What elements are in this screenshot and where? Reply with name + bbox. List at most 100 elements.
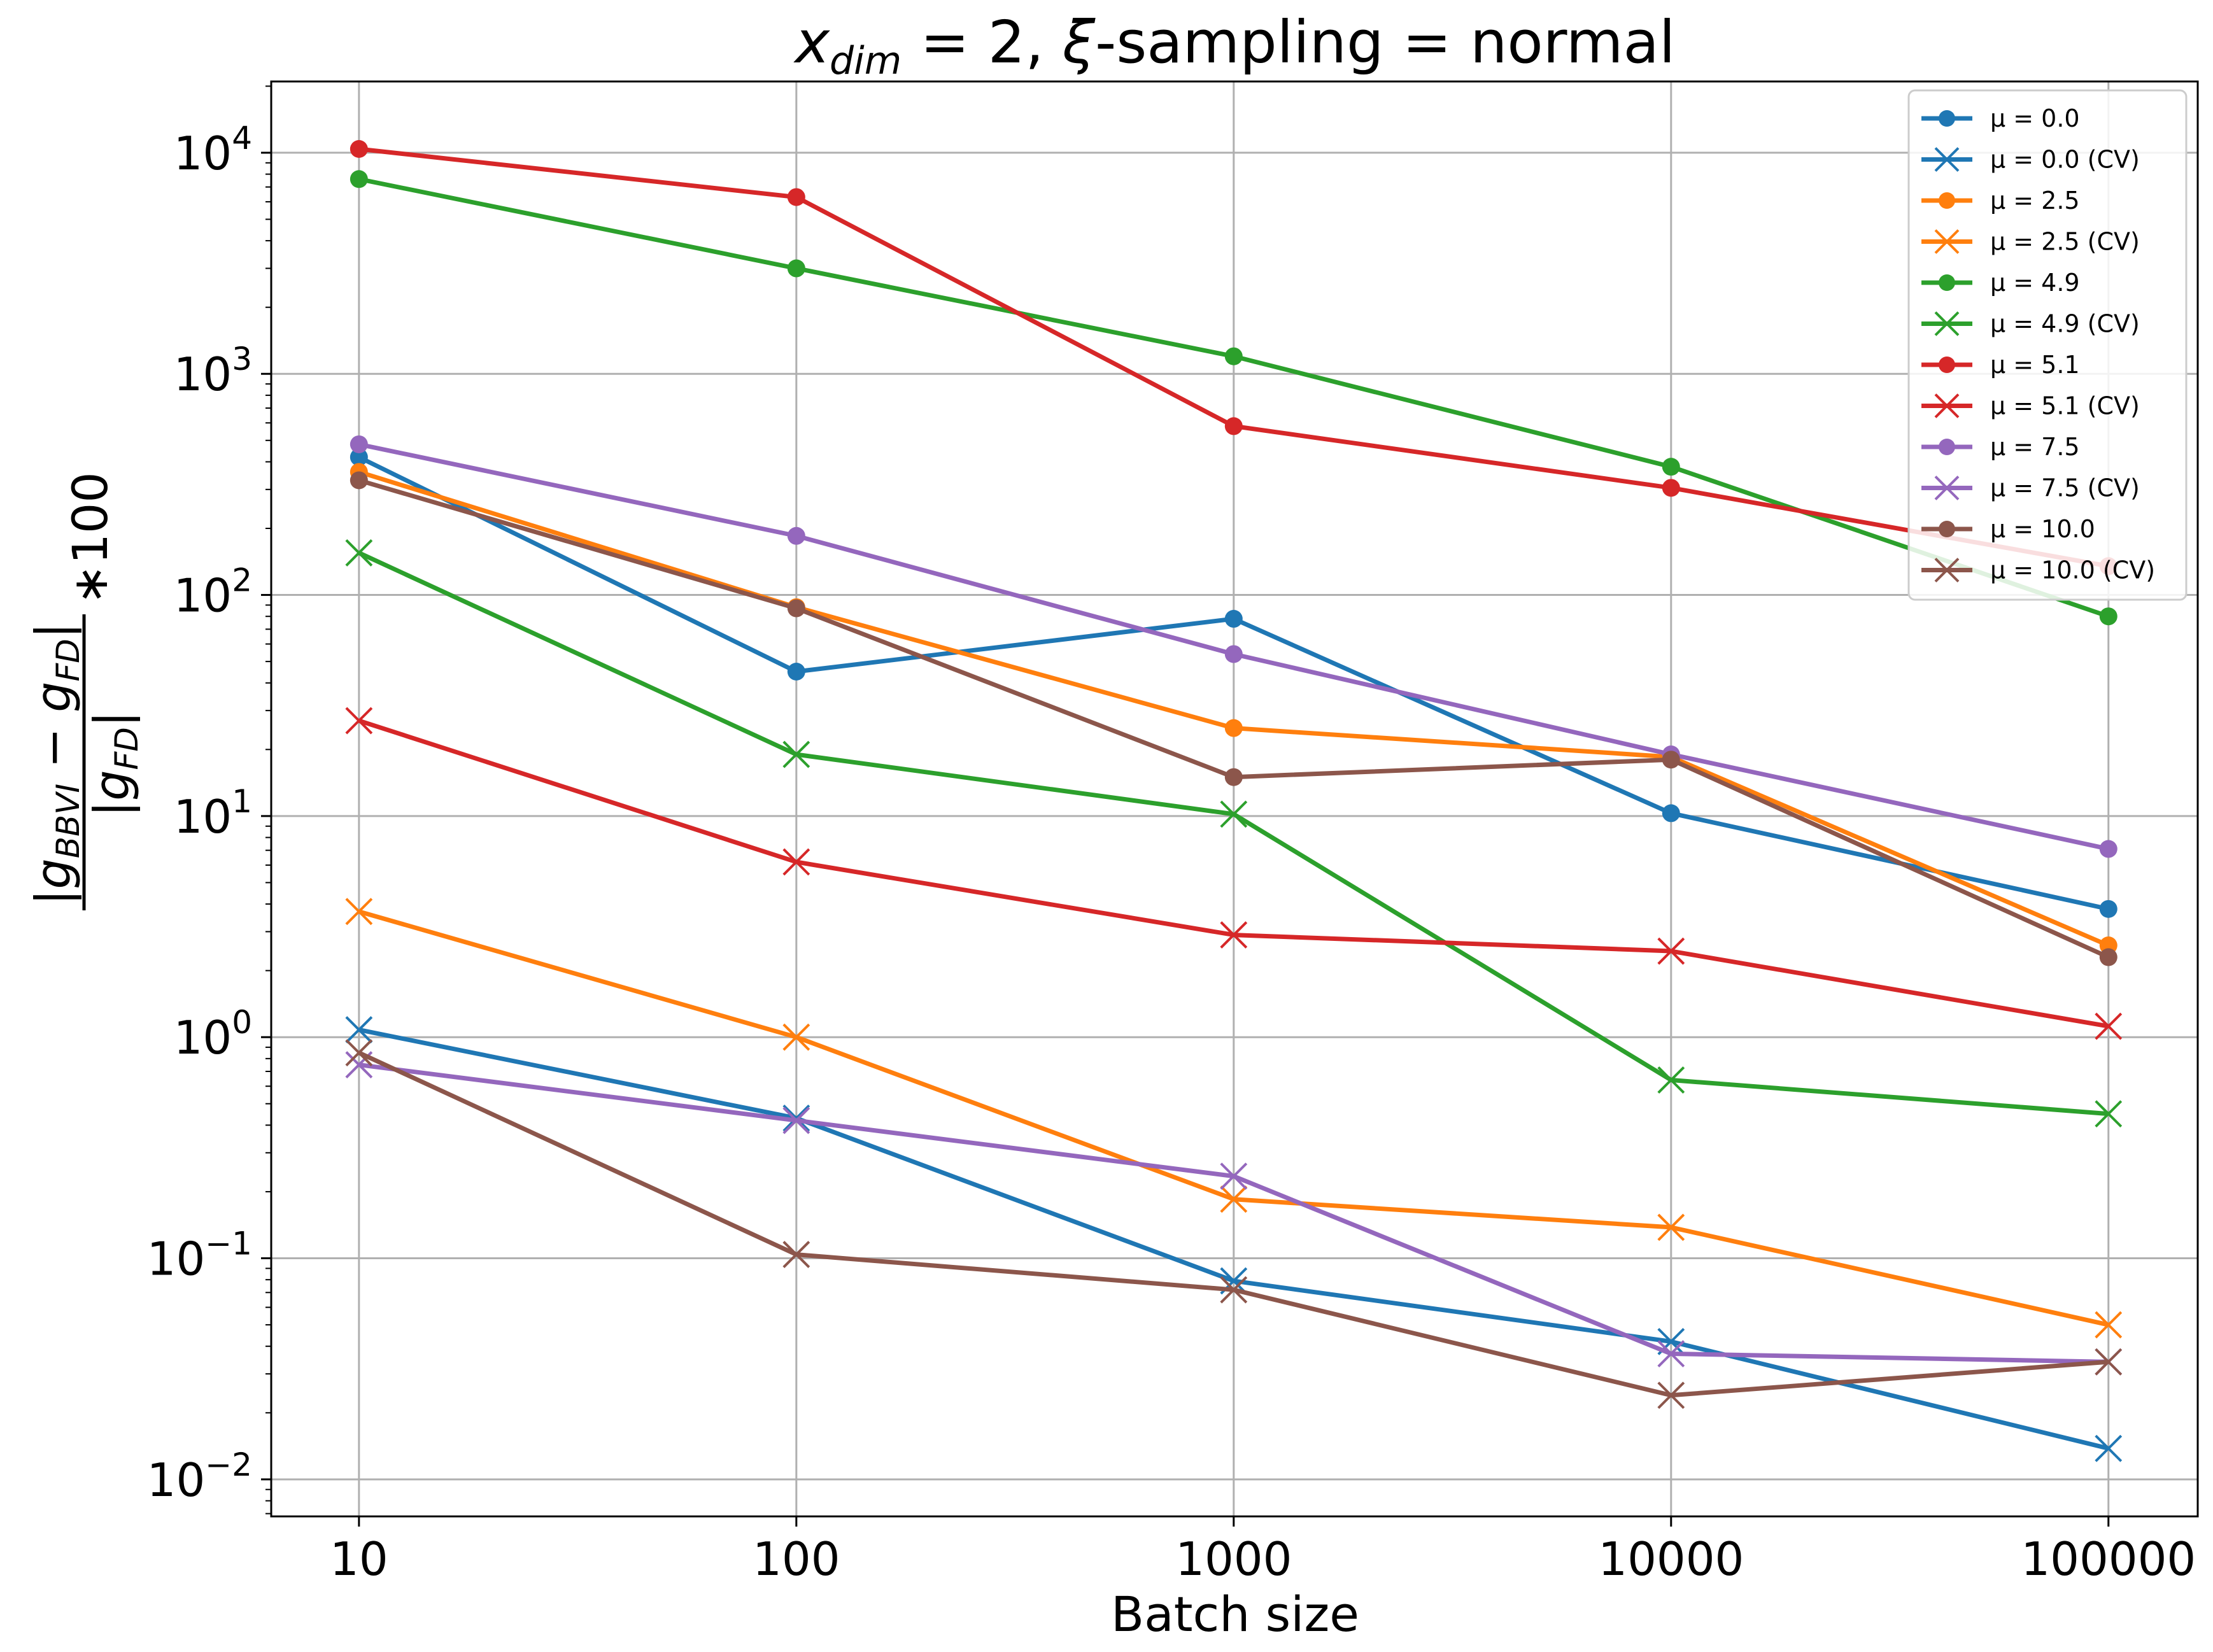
x-tick-label: 100000	[2021, 1532, 2196, 1586]
x-marker-stroke	[1934, 476, 1960, 500]
x-marker-stroke	[2095, 1348, 2123, 1376]
x-tick-label: 10	[330, 1532, 388, 1586]
x-marker	[1220, 800, 1248, 828]
circle-marker	[350, 471, 368, 490]
series-11	[345, 1039, 2123, 1409]
legend-x-marker	[1934, 229, 1960, 254]
circle-marker	[1224, 645, 1243, 663]
circle-marker	[2099, 840, 2118, 858]
x-marker	[1657, 1213, 1685, 1241]
x-marker-stroke	[782, 1023, 810, 1051]
y-axis: 10−2 10−1 100 101 102 103 104	[147, 85, 271, 1514]
legend-label: μ = 10.0	[1990, 515, 2095, 543]
legend-label: μ = 2.5 (CV)	[1990, 228, 2140, 256]
y-tick-label: 10−2	[147, 1446, 252, 1507]
x-tick-label: 10000	[1598, 1532, 1744, 1586]
x-tick-label: 100	[753, 1532, 840, 1586]
x-marker	[345, 898, 373, 926]
legend-label: μ = 10.0 (CV)	[1990, 556, 2155, 584]
y-tick-label: 102	[174, 562, 252, 623]
circle-marker	[1224, 417, 1243, 435]
chart-title: xdim = 2, ξ-sampling = normal	[793, 8, 1676, 83]
x-marker	[2095, 1012, 2123, 1040]
legend-item: μ = 4.9 (CV)	[1921, 310, 2140, 338]
x-marker-stroke	[2095, 1434, 2123, 1462]
x-marker-stroke	[345, 898, 373, 926]
legend-circle-marker	[1939, 274, 1955, 291]
x-axis-label: Batch size	[1111, 1586, 1359, 1642]
x-marker	[1220, 1276, 1248, 1304]
svg-text:|gBBVI − gFD|: |gBBVI − gFD|	[25, 623, 87, 906]
circle-marker	[350, 139, 368, 158]
x-marker-stroke	[2095, 1012, 2123, 1040]
y-axis-label: |gBBVI − gFD| |gFD| ∗100	[25, 472, 145, 910]
circle-marker	[350, 448, 368, 467]
x-marker-stroke	[782, 740, 810, 768]
legend-item: μ = 7.5	[1921, 433, 2080, 461]
circle-marker	[2099, 607, 2118, 626]
x-marker	[782, 1105, 810, 1132]
x-marker	[2095, 1100, 2123, 1128]
x-marker-stroke	[1220, 921, 1248, 949]
circle-marker	[787, 662, 805, 681]
legend-circle-marker	[1939, 110, 1955, 127]
legend-x-marker	[1934, 558, 1960, 582]
x-marker-stroke	[345, 707, 373, 735]
circle-marker	[1662, 479, 1680, 497]
y-tick-label: 104	[174, 120, 252, 180]
y-tick-label: 100	[174, 1004, 252, 1064]
x-marker	[1220, 921, 1248, 949]
x-marker	[1657, 1381, 1685, 1409]
y-tick-label: 103	[174, 341, 252, 401]
x-marker-stroke	[345, 1016, 373, 1043]
legend-item: μ = 2.5	[1921, 187, 2080, 215]
series-10	[350, 471, 2118, 966]
circle-marker	[2099, 948, 2118, 966]
x-marker	[345, 1016, 373, 1043]
series-3	[345, 898, 2123, 1339]
x-marker-stroke	[1657, 1381, 1685, 1409]
legend-circle-marker	[1939, 521, 1955, 537]
circle-marker	[787, 599, 805, 618]
x-marker-stroke	[1657, 1066, 1685, 1094]
circle-marker	[1662, 804, 1680, 822]
x-marker	[782, 1241, 810, 1269]
series-group	[345, 139, 2123, 1462]
legend-box	[1907, 89, 2188, 601]
x-marker-stroke	[1220, 1185, 1248, 1213]
legend-label: μ = 0.0 (CV)	[1990, 146, 2140, 174]
legend-x-marker	[1934, 311, 1960, 336]
legend-item: μ = 0.0	[1921, 104, 2080, 132]
circle-marker	[787, 526, 805, 545]
x-marker-stroke	[1934, 558, 1960, 582]
legend-label: μ = 2.5	[1990, 187, 2080, 215]
x-marker	[2095, 1348, 2123, 1376]
x-marker	[1220, 1185, 1248, 1213]
legend-item: μ = 0.0 (CV)	[1921, 146, 2140, 174]
x-marker	[345, 539, 373, 567]
x-marker	[2095, 1434, 2123, 1462]
x-marker	[782, 1106, 810, 1134]
x-marker-stroke	[1657, 937, 1685, 965]
x-axis: 10 100 1000 10000 100000	[330, 1516, 2196, 1586]
x-tick-label: 1000	[1175, 1532, 1292, 1586]
series-7	[345, 707, 2123, 1040]
x-marker-stroke	[2095, 1311, 2123, 1339]
legend-item: μ = 2.5 (CV)	[1921, 228, 2140, 256]
circle-marker	[2099, 900, 2118, 918]
x-marker-stroke	[1934, 311, 1960, 336]
circle-marker	[1224, 347, 1243, 365]
x-marker	[1657, 937, 1685, 965]
circle-marker	[1662, 458, 1680, 476]
legend-x-marker	[1934, 476, 1960, 500]
circle-marker	[787, 188, 805, 206]
circle-marker	[1662, 751, 1680, 769]
x-marker	[782, 740, 810, 768]
y-tick-label: 101	[174, 783, 252, 844]
svg-text:|gFD|: |gFD|	[83, 711, 145, 817]
legend-label: μ = 0.0	[1990, 104, 2080, 132]
svg-text:∗100: ∗100	[62, 472, 118, 605]
legend-x-marker	[1934, 393, 1960, 418]
